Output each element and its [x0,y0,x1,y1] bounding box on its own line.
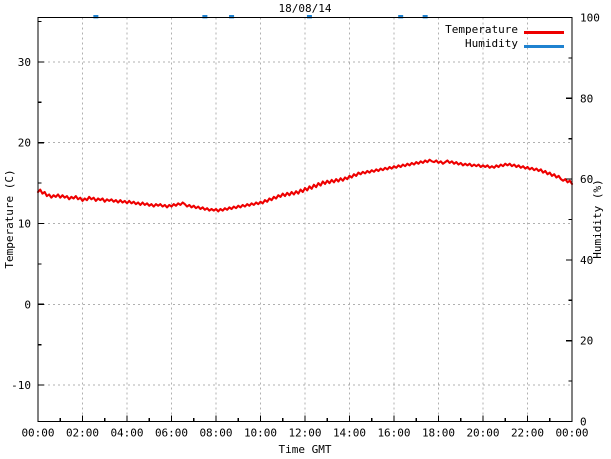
x-tick-label: 18:00 [422,427,455,440]
x-tick-label: 04:00 [110,427,143,440]
x-tick-label: 10:00 [244,427,277,440]
gridlines [38,17,572,422]
y-axis-title: Temperature (C) [3,169,16,268]
x-tick-label: 06:00 [155,427,188,440]
legend-label-temperature: Temperature [445,23,518,36]
x-tick-label: 20:00 [466,427,499,440]
axis-ticks [37,16,573,423]
y-tick-label: 10 [18,218,31,231]
x-tick-label: 16:00 [377,427,410,440]
y2-tick-label: 60 [580,173,593,186]
humidity-marker [202,15,208,19]
y2-tick-label: 100 [580,12,600,25]
y2-axis-title: Humidity (%) [591,179,604,258]
y2-tick-label: 0 [580,416,587,429]
y-tick-label: 30 [18,56,31,69]
x-tick-label: 22:00 [511,427,544,440]
y2-tick-label: 80 [580,92,593,105]
y2-tick-label: 20 [580,335,593,348]
x-tick-label: 00:00 [21,427,54,440]
x-tick-label: 02:00 [66,427,99,440]
humidity-marker [422,15,428,19]
x-tick-label: 14:00 [333,427,366,440]
humidity-marker [229,15,235,19]
humidity-marker [398,15,404,19]
chart-legend: Temperature Humidity [445,23,564,50]
temperature-line [36,158,574,213]
humidity-marker [306,15,312,19]
x-tick-label: 00:00 [555,427,588,440]
x-tick-label: 12:00 [288,427,321,440]
legend-label-humidity: Humidity [465,37,518,50]
chart-title: 18/08/14 [279,2,332,15]
x-axis-title: Time GMT [279,443,332,456]
x-tick-label: 08:00 [199,427,232,440]
data-series [36,15,574,213]
axis-tick-labels: 00:00 02:00 04:00 06:00 08:00 10:00 12:00 14:00… [11,12,600,440]
y-tick-label: -10 [11,379,31,392]
y-tick-label: 20 [18,137,31,150]
y-tick-label: 0 [24,298,31,311]
y2-tick-label: 40 [580,254,593,267]
humidity-marker [93,15,99,19]
